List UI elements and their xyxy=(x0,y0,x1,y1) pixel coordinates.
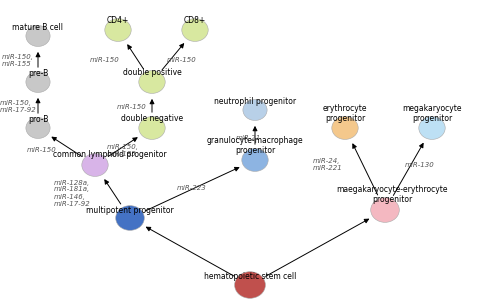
Text: pre-B: pre-B xyxy=(28,69,48,78)
Text: double positive: double positive xyxy=(122,68,182,77)
Ellipse shape xyxy=(26,118,50,138)
Text: miR-21: miR-21 xyxy=(236,135,260,141)
Text: miR-150: miR-150 xyxy=(117,104,147,110)
Text: miR-150: miR-150 xyxy=(90,57,120,63)
Ellipse shape xyxy=(332,117,358,140)
Text: maegakaryocyte-erythrocyte
progenitor: maegakaryocyte-erythrocyte progenitor xyxy=(336,185,448,204)
Text: miR-128a,
miR-181a,
miR-146,
miR-17-92: miR-128a, miR-181a, miR-146, miR-17-92 xyxy=(54,179,90,206)
Ellipse shape xyxy=(243,99,267,120)
Ellipse shape xyxy=(26,26,50,47)
Text: pro-B: pro-B xyxy=(28,115,48,124)
Text: mature B cell: mature B cell xyxy=(12,23,64,32)
Ellipse shape xyxy=(182,19,208,41)
Text: hematopoietic stem cell: hematopoietic stem cell xyxy=(204,272,296,281)
Ellipse shape xyxy=(26,71,50,92)
Ellipse shape xyxy=(82,154,108,176)
Ellipse shape xyxy=(105,19,131,41)
Text: erythrocyte
progenitor: erythrocyte progenitor xyxy=(323,104,367,123)
Text: miR-223: miR-223 xyxy=(177,185,207,191)
Ellipse shape xyxy=(139,117,165,140)
Text: common lymphoid progenitor: common lymphoid progenitor xyxy=(53,150,167,159)
Text: miR-130: miR-130 xyxy=(405,162,435,168)
Text: multipotent progenitor: multipotent progenitor xyxy=(86,206,174,215)
Text: miR-150: miR-150 xyxy=(27,147,57,153)
Text: miR-150,
miR-17-92: miR-150, miR-17-92 xyxy=(0,101,36,113)
Ellipse shape xyxy=(116,206,144,230)
Text: miR-24,
miR-221: miR-24, miR-221 xyxy=(313,158,343,171)
Ellipse shape xyxy=(234,272,266,298)
Text: miR-150: miR-150 xyxy=(167,57,197,63)
Text: CD4+: CD4+ xyxy=(107,16,129,25)
Text: miR-150,
miR-185: miR-150, miR-185 xyxy=(107,143,139,157)
Text: CD8+: CD8+ xyxy=(184,16,206,25)
Text: granulocyte-macrophage
progenitor: granulocyte-macrophage progenitor xyxy=(206,136,304,155)
Ellipse shape xyxy=(242,149,268,171)
Text: miR-150,
miR-155: miR-150, miR-155 xyxy=(2,54,34,67)
Ellipse shape xyxy=(370,198,400,222)
Text: double negative: double negative xyxy=(121,114,183,123)
Ellipse shape xyxy=(419,117,445,140)
Ellipse shape xyxy=(139,71,165,93)
Text: neutrophil progenitor: neutrophil progenitor xyxy=(214,97,296,106)
Text: megakaryocyte
progenitor: megakaryocyte progenitor xyxy=(402,104,462,123)
